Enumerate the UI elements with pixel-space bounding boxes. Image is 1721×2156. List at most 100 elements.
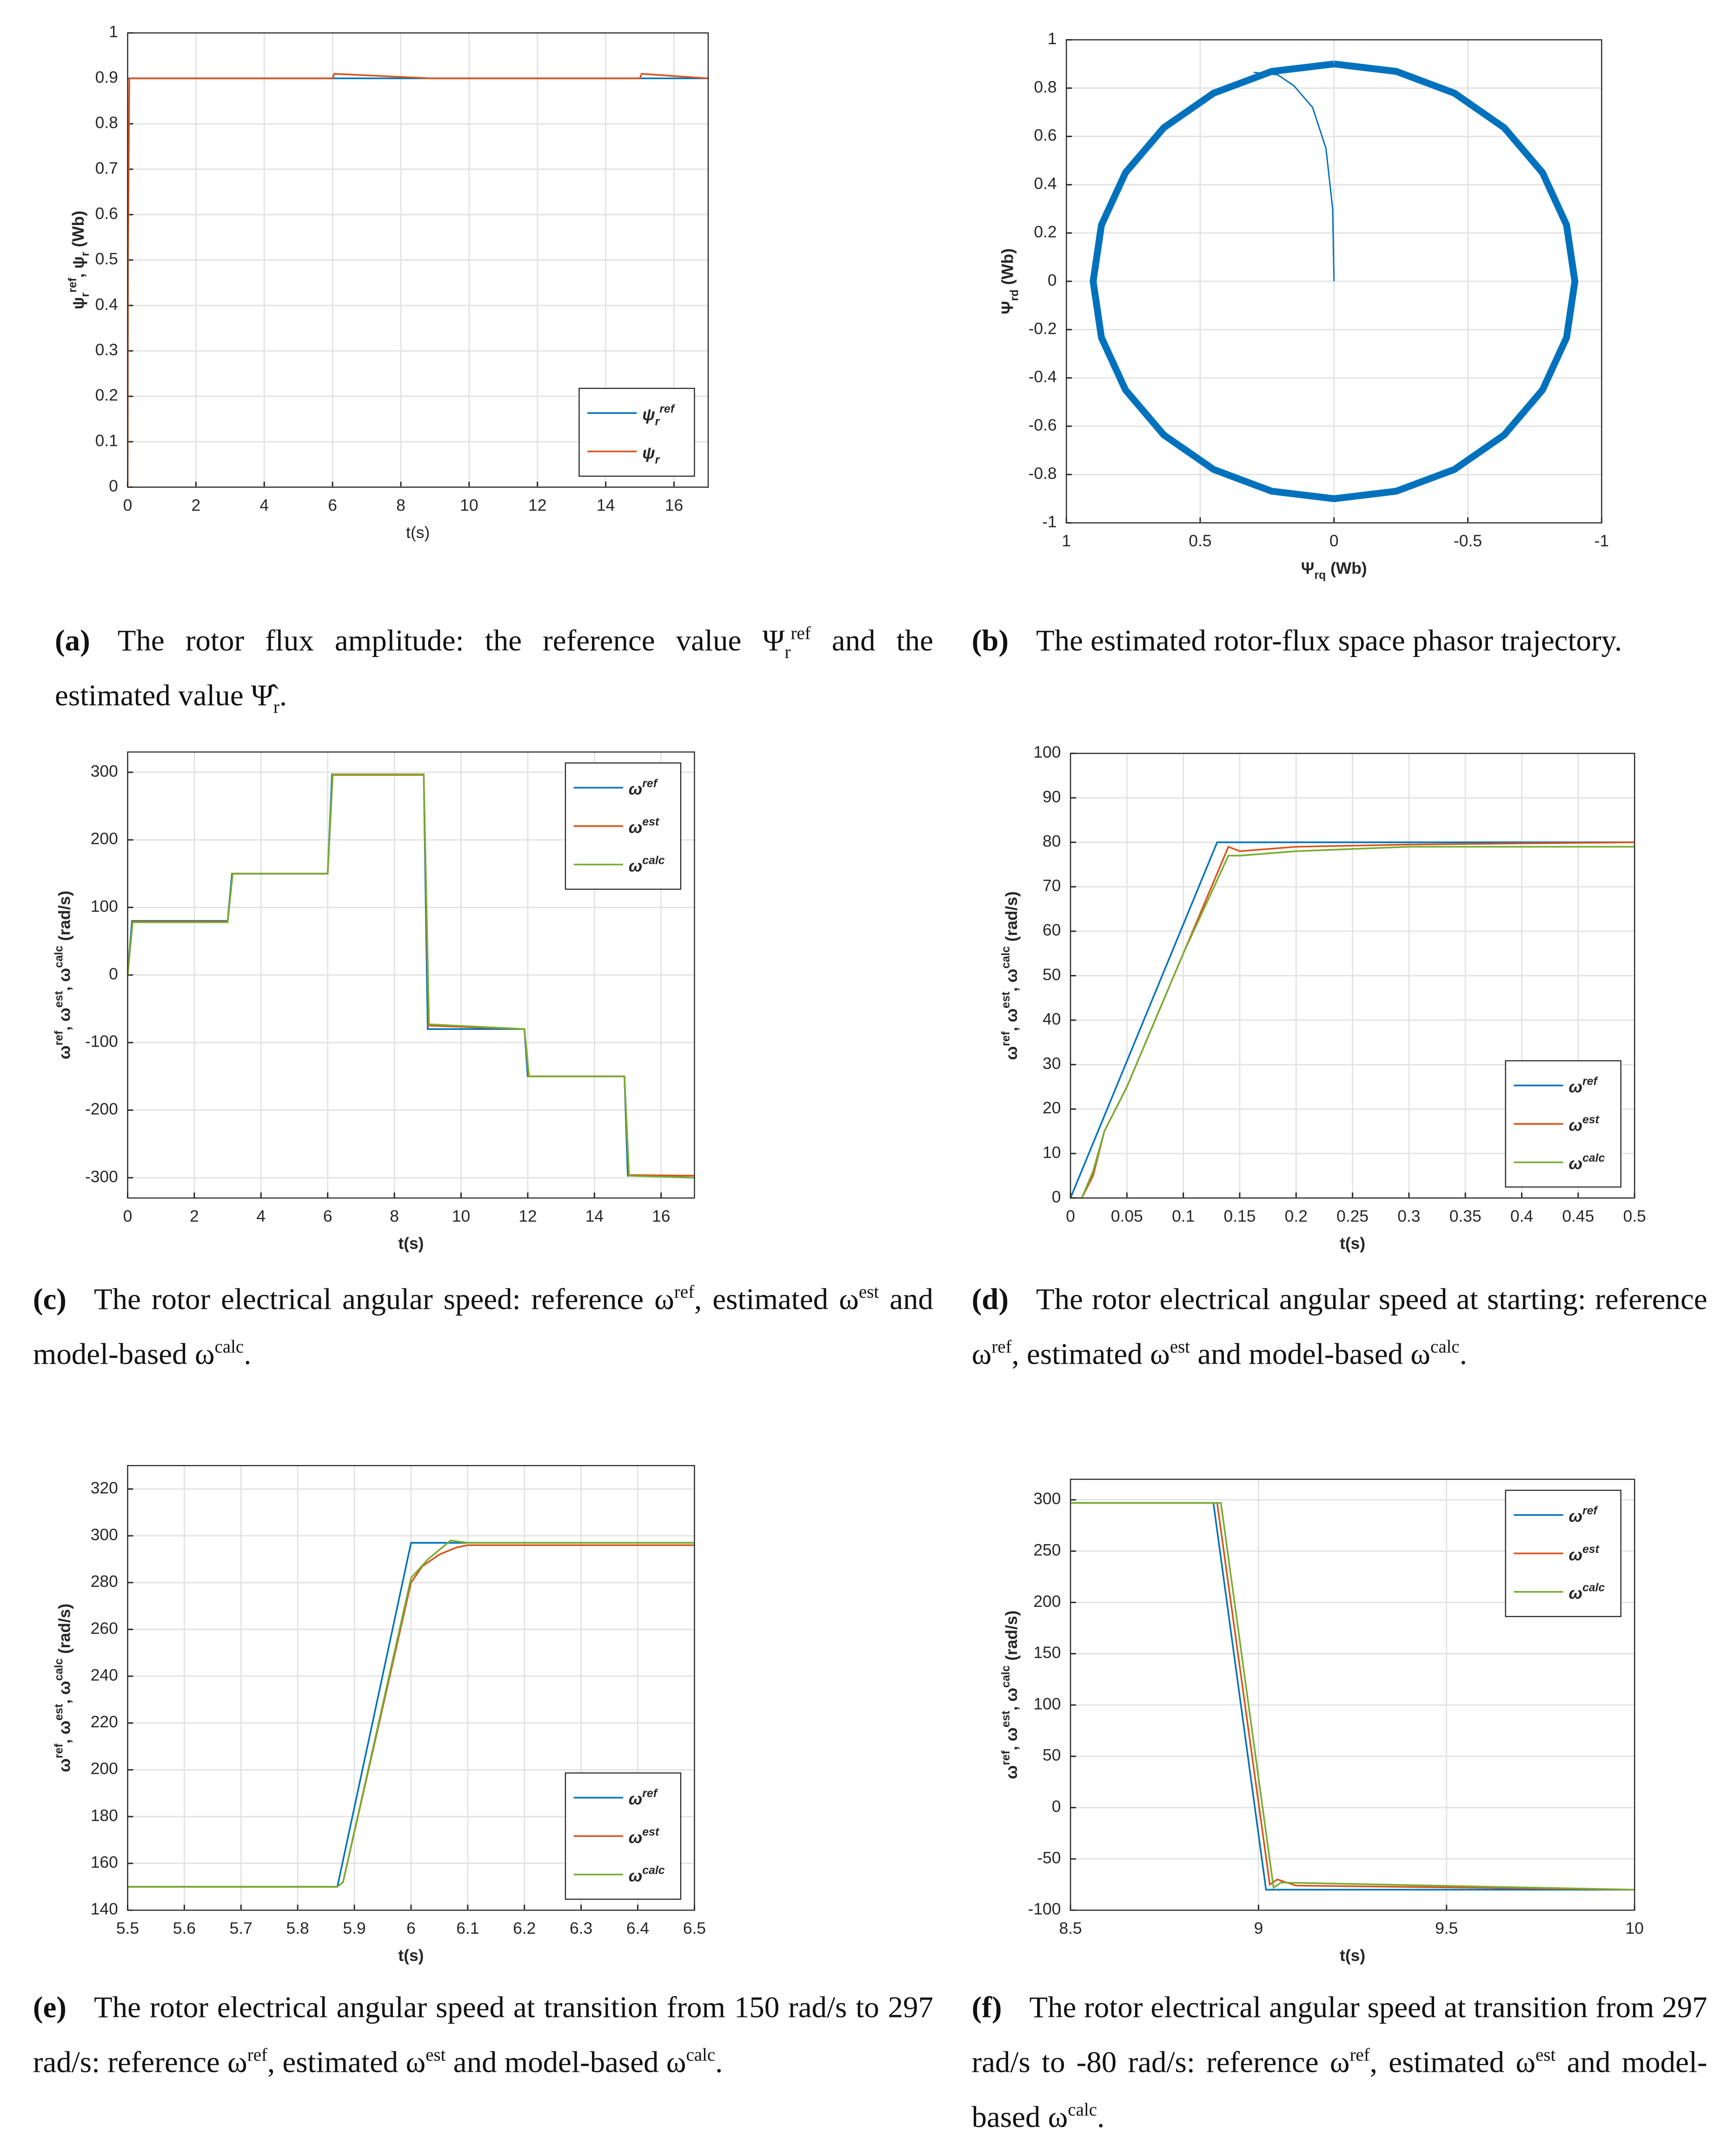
caption-script: ref [247, 2044, 267, 2065]
caption-script: est [858, 1281, 879, 1302]
legend-label: ωref [1568, 1075, 1598, 1096]
label-script: est [53, 991, 66, 1008]
label-script: ref [1582, 1075, 1598, 1088]
caption: (a) The rotor flux amplitude: the referen… [55, 613, 933, 723]
caption-label: (d) [971, 1281, 1009, 1316]
caption-text: The rotor flux amplitude: the reference … [117, 623, 785, 657]
label-script: ref [659, 403, 675, 415]
x-tick-label: 8 [396, 496, 405, 514]
x-axis-label: t(s) [398, 1946, 424, 1965]
y-axis-label: ψrref, ψr (Wb) [66, 211, 92, 310]
x-tick-label: 10 [452, 1207, 470, 1225]
y-axis-label: ωref, ωest, ωcalc (rad/s) [53, 891, 74, 1060]
label-text: ω [1568, 1546, 1582, 1564]
label-script: r [79, 252, 92, 256]
y-tick-label: -0.2 [1029, 319, 1057, 338]
x-tick-label: 5.9 [343, 1919, 365, 1937]
y-tick-label: 200 [91, 829, 118, 848]
label-text: ψ [642, 444, 655, 462]
x-tick-label: 0 [123, 1207, 133, 1225]
x-tick-label: 12 [518, 1207, 537, 1225]
x-tick-label: 0.25 [1336, 1207, 1369, 1225]
x-tick-label: 6 [323, 1207, 332, 1225]
y-tick-label: -200 [85, 1100, 118, 1118]
data-line [127, 73, 708, 487]
x-tick-label: 1 [1062, 531, 1071, 550]
x-tick-label: 2 [190, 1207, 199, 1225]
x-axis-label: t(s) [398, 1234, 424, 1253]
y-tick-label: 140 [91, 1900, 118, 1918]
plot-frame [127, 32, 709, 488]
x-tick-label: 0.15 [1224, 1207, 1256, 1225]
caption-text: The rotor electrical angular speed at tr… [33, 1990, 933, 2079]
label-script: r [655, 415, 660, 428]
x-tick-label: -1 [1595, 531, 1609, 550]
x-tick-label: 10 [460, 496, 478, 514]
legend-label: ωest [629, 1826, 660, 1847]
x-tick-label: 0.3 [1397, 1207, 1420, 1225]
y-tick-label: 70 [1043, 876, 1061, 895]
label-text: ω [629, 780, 643, 798]
label-text: ω [629, 1790, 643, 1809]
caption-text: The rotor electrical angular speed: refe… [93, 1281, 674, 1316]
caption-script: est [425, 2044, 446, 2065]
label-text: , ω [55, 1008, 74, 1031]
label-script: ref [1582, 1505, 1598, 1517]
legend-label: ωest [1568, 1114, 1600, 1134]
y-tick-label: -0.8 [1029, 464, 1057, 483]
x-tick-label: 12 [528, 496, 546, 514]
y-tick-label: 0 [1048, 271, 1057, 289]
y-tick-label: 250 [1033, 1540, 1061, 1559]
legend-label: ωref [629, 777, 658, 798]
data-line [1253, 72, 1335, 282]
label-text: t(s) [1340, 1946, 1365, 1965]
caption-text: . [279, 677, 287, 712]
caption-text: The rotor electrical angular speed at st… [971, 1281, 1708, 1371]
label-script: ref [53, 1030, 66, 1045]
x-tick-label: 8 [390, 1207, 399, 1225]
data-line [1070, 846, 1635, 1198]
y-tick-label: 60 [1043, 921, 1061, 939]
label-text: , ω [55, 968, 74, 991]
y-tick-label: 20 [1043, 1099, 1061, 1117]
label-text: , ω [1002, 1688, 1021, 1711]
label-text: ω [629, 1867, 643, 1885]
y-tick-label: 100 [1033, 743, 1061, 762]
x-tick-label: 6 [406, 1919, 416, 1937]
y-tick-label: 0.2 [95, 386, 118, 405]
label-script: r [79, 292, 92, 297]
y-tick-label: 180 [91, 1806, 118, 1824]
y-tick-label: 10 [1043, 1143, 1061, 1161]
x-tick-label: 9 [1254, 1919, 1263, 1937]
label-text: ω [1568, 1078, 1582, 1096]
label-text: t(s) [398, 1946, 424, 1965]
legend-label: ωcalc [1568, 1152, 1605, 1173]
y-tick-label: 1 [109, 22, 118, 41]
y-tick-label: -50 [1037, 1848, 1061, 1867]
x-tick-label: 0.5 [1623, 1207, 1646, 1225]
caption-script: ref [991, 1336, 1012, 1357]
data-line [1090, 60, 1579, 502]
y-tick-label: 80 [1043, 832, 1061, 850]
y-axis-label: ωref, ωest, ωcalc (rad/s) [53, 1604, 74, 1772]
label-script: est [1000, 1711, 1012, 1727]
chart: 0 2 4 6 8 10 12 14 16 0 0.1 0.2 0.3 0.4 0.5 0.6 0.7 0.8 0.… [66, 22, 709, 542]
x-tick-label: 0 [1066, 1207, 1075, 1225]
chart: 0 2 4 6 8 10 12 14 16 -300 -200 -100 0 100 200 300 t(s) ω… [53, 751, 695, 1253]
chart: 1 0.5 0 -0.5 -1 -1 -0.8 -0.6 -0.4 -0.2 0 0.2 0.4 0.6 0… [998, 29, 1609, 582]
x-tick-label: 4 [256, 1207, 266, 1225]
y-tick-label: -0.4 [1029, 367, 1057, 386]
label-text: , ω [55, 1720, 74, 1744]
y-tick-label: -100 [85, 1032, 118, 1051]
x-tick-label: 5.7 [230, 1919, 253, 1937]
y-tick-label: 0.8 [1034, 78, 1057, 96]
caption-script: est [1535, 2044, 1556, 2065]
y-tick-label: 90 [1043, 787, 1061, 806]
label-text: ω [1568, 1507, 1582, 1526]
x-tick-label: 0.05 [1111, 1207, 1143, 1225]
caption-text: . [1097, 2099, 1105, 2134]
label-script: ref [1000, 1031, 1012, 1046]
label-script: calc [1000, 1665, 1012, 1687]
